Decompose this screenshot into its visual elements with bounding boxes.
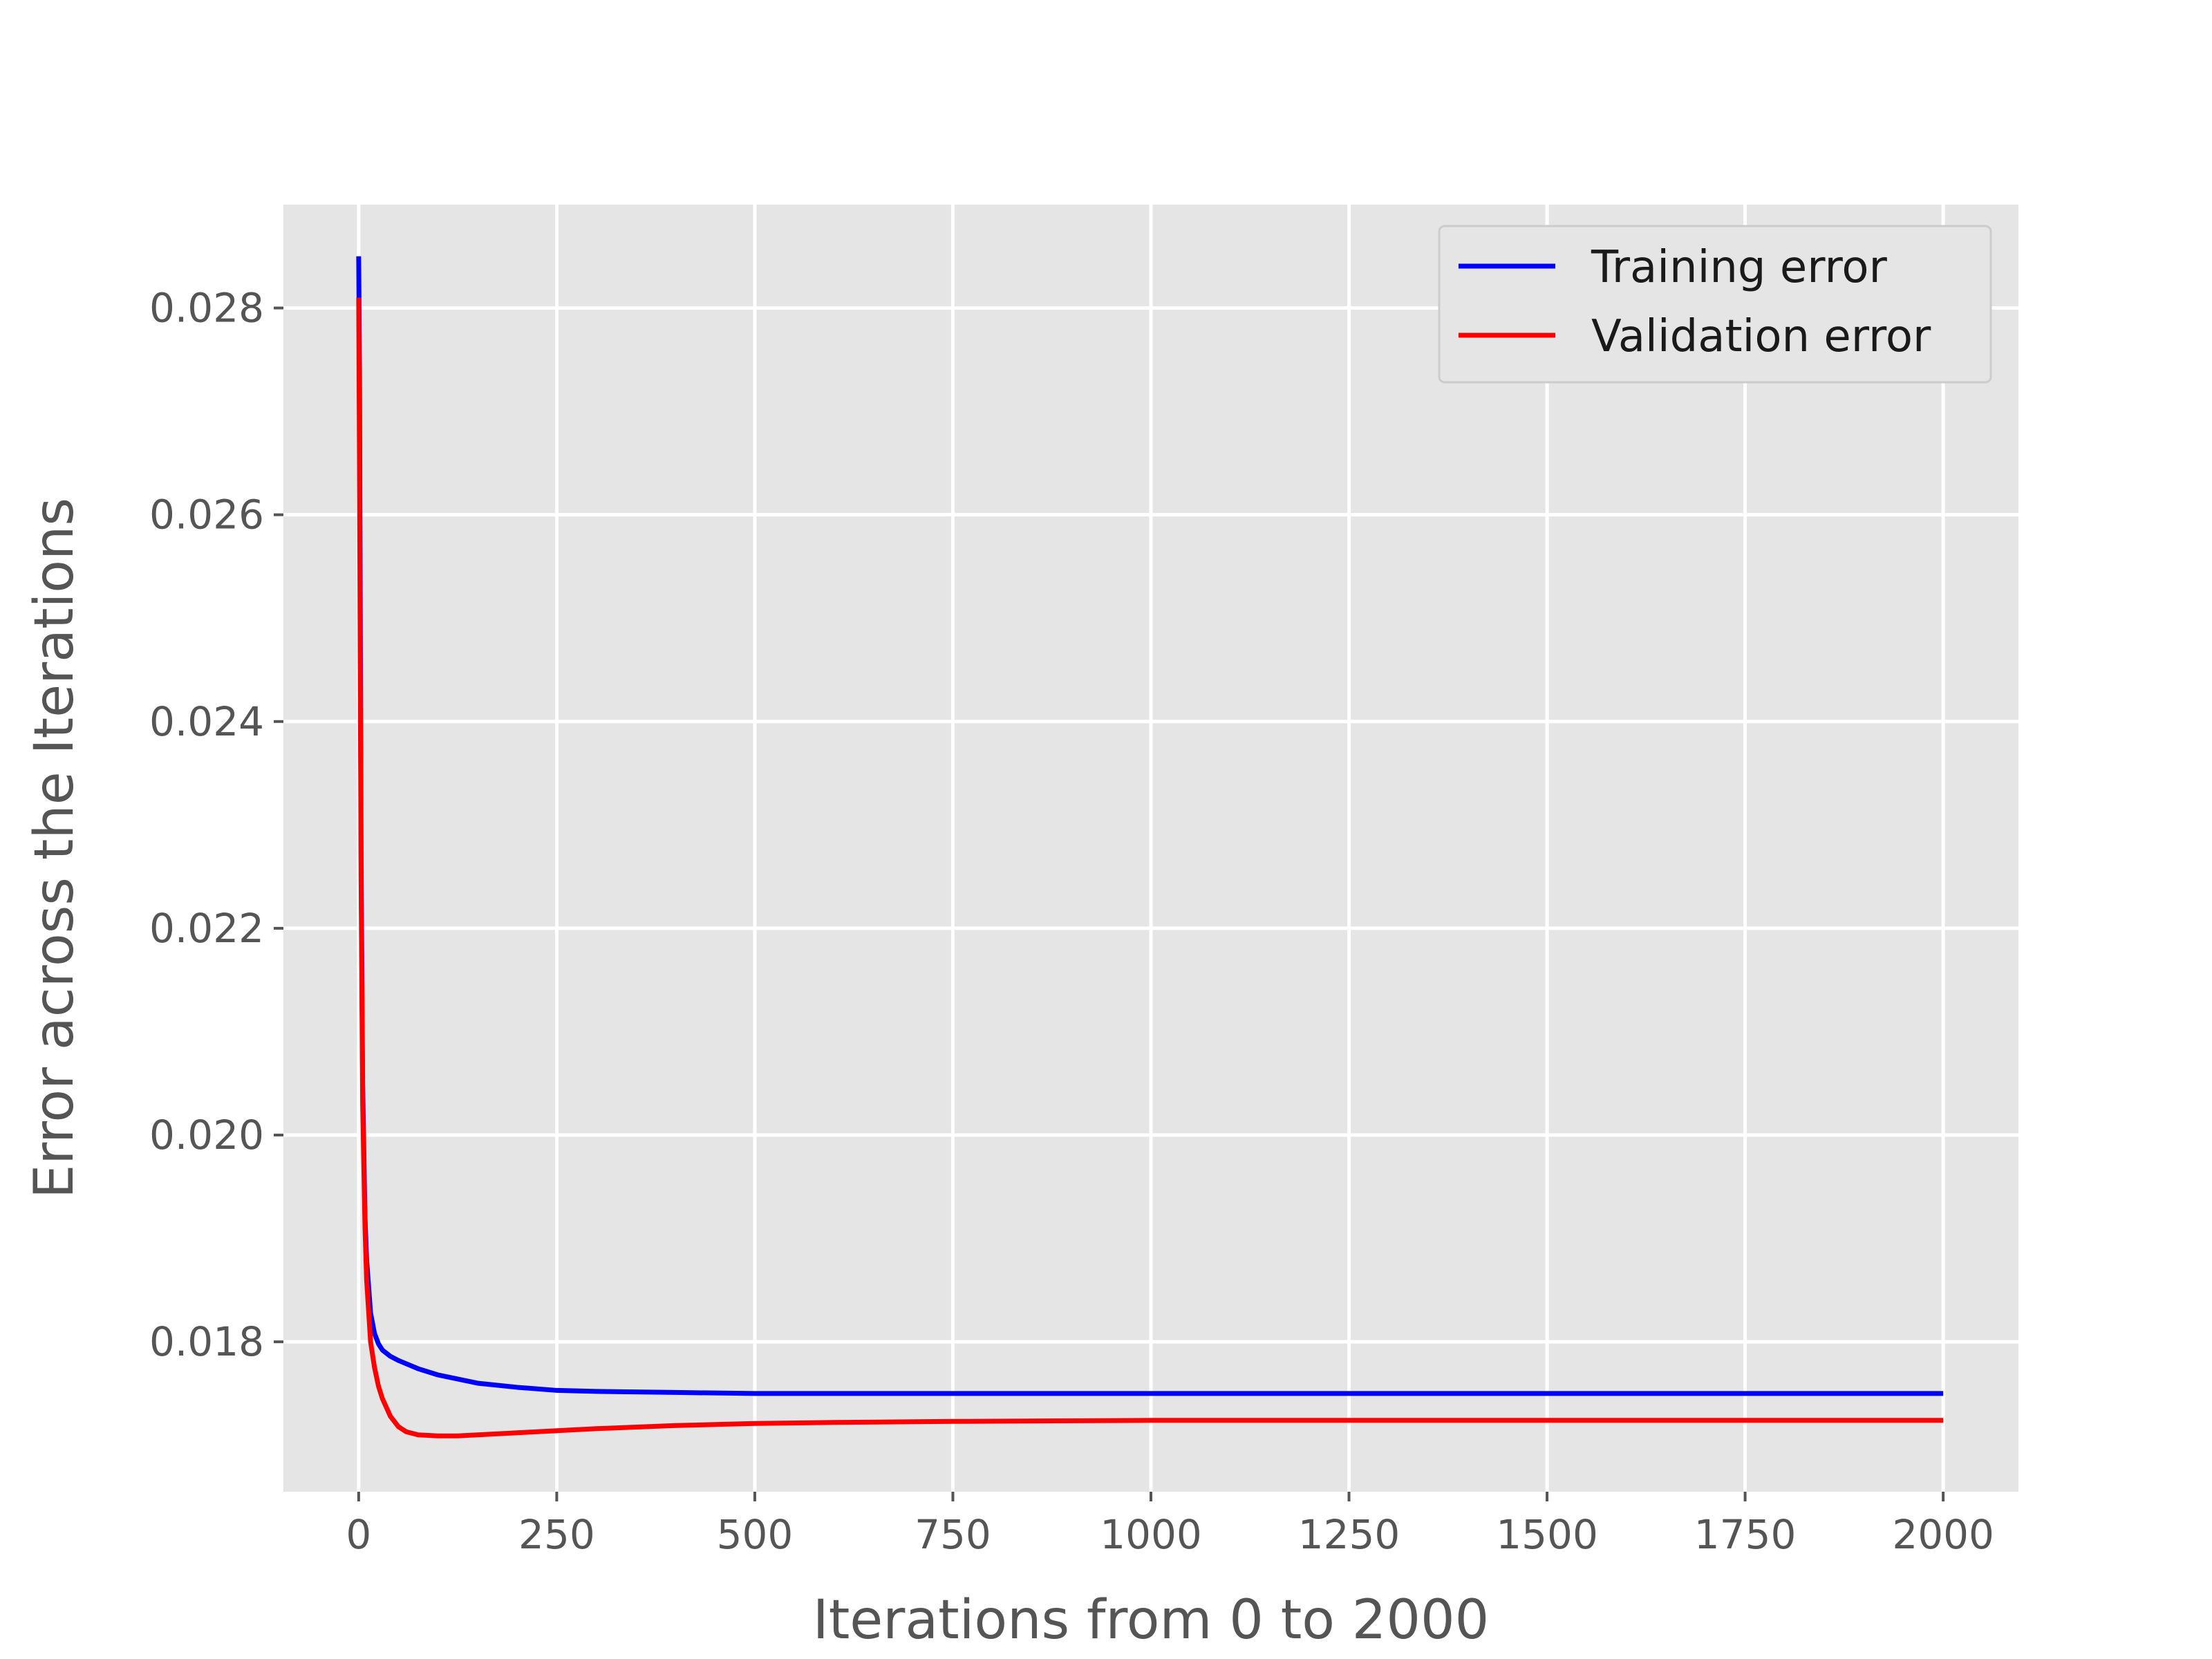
legend-label-validation: Validation error	[1591, 311, 1931, 362]
y-tick-label: 0.024	[149, 698, 264, 745]
legend: Training error Validation error	[1438, 225, 1992, 384]
x-tick-label: 2000	[1892, 1511, 1994, 1558]
grid	[283, 205, 2018, 1492]
y-tick-label: 0.028	[149, 285, 264, 332]
x-tick-label: 750	[915, 1511, 991, 1558]
y-tick-label: 0.026	[149, 491, 264, 538]
legend-box	[1438, 225, 1992, 384]
x-tick-label: 1500	[1496, 1511, 1598, 1558]
series-line-validation-error	[356, 297, 1944, 1438]
x-tick-label: 250	[518, 1511, 595, 1558]
y-tick-label: 0.018	[149, 1318, 264, 1365]
axis-ticks: 0 250 500 750 1000 1250 1500 1750 2000 0.018 0.020…	[149, 285, 1994, 1558]
y-tick-label: 0.022	[149, 905, 264, 952]
x-axis-title: Iterations from 0 to 2000	[813, 1589, 1490, 1651]
x-tick-label: 500	[717, 1511, 794, 1558]
x-tick-label: 1250	[1298, 1511, 1400, 1558]
y-tick-label: 0.020	[149, 1112, 264, 1159]
x-tick-label: 1750	[1694, 1511, 1797, 1558]
x-tick-label: 0	[346, 1511, 371, 1558]
y-axis-title: Error across the Iterations	[24, 498, 86, 1199]
series-lines	[356, 256, 1944, 1438]
x-tick-label: 1000	[1100, 1511, 1202, 1558]
legend-label-training: Training error	[1591, 242, 1888, 293]
